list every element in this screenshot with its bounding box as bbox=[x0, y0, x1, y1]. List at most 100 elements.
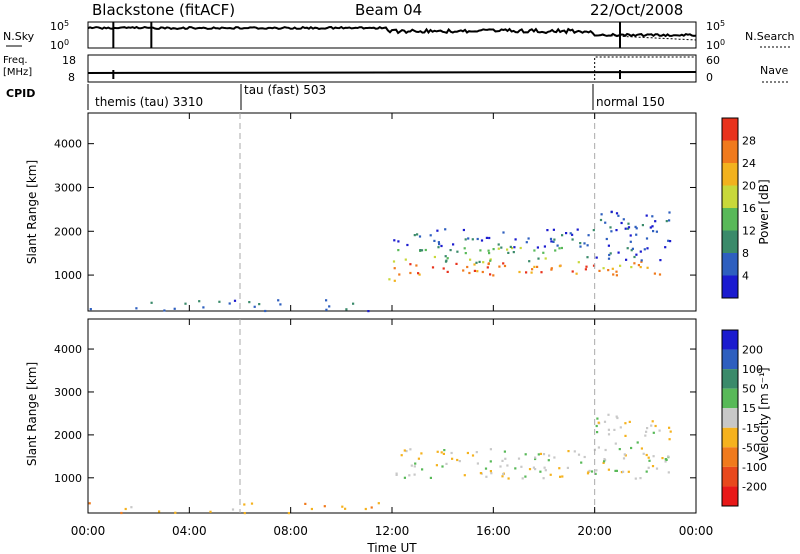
data-cell bbox=[393, 239, 396, 242]
data-cell bbox=[417, 457, 420, 460]
data-cell bbox=[645, 470, 648, 473]
data-cell bbox=[623, 453, 626, 456]
data-cell bbox=[644, 434, 647, 437]
data-cell bbox=[625, 258, 628, 261]
y-tick-label: 4000 bbox=[54, 138, 82, 151]
data-cell bbox=[542, 477, 545, 480]
data-cell bbox=[218, 300, 221, 303]
data-cell bbox=[397, 240, 400, 243]
velocity-colorbar: 200 100 50 15 -15 -50 -100 -200 bbox=[721, 329, 767, 507]
data-cell bbox=[501, 459, 504, 462]
colorbar-tick-label: 15 bbox=[742, 402, 756, 415]
data-cell bbox=[543, 245, 546, 248]
data-cell bbox=[409, 448, 412, 451]
data-cell bbox=[615, 274, 618, 277]
data-cell bbox=[503, 264, 507, 268]
data-cell bbox=[510, 247, 514, 250]
data-cell bbox=[665, 458, 668, 461]
data-cell bbox=[613, 428, 616, 431]
cpid-segment-3: normal 150 bbox=[596, 95, 665, 109]
data-cell bbox=[344, 507, 347, 510]
data-cell bbox=[498, 265, 501, 268]
data-cell bbox=[553, 456, 556, 459]
data-cell bbox=[497, 247, 500, 250]
data-cell bbox=[489, 258, 492, 261]
data-cell bbox=[597, 446, 600, 449]
data-cell bbox=[658, 273, 662, 276]
data-cell bbox=[433, 239, 436, 242]
data-cell bbox=[325, 308, 328, 311]
data-cell bbox=[630, 249, 633, 252]
data-cell bbox=[566, 466, 569, 469]
data-cell bbox=[476, 237, 479, 241]
data-cell bbox=[487, 262, 490, 265]
data-cell bbox=[556, 244, 559, 247]
data-cell bbox=[417, 272, 420, 275]
data-cell bbox=[413, 234, 416, 237]
data-cell bbox=[640, 259, 643, 262]
data-cell bbox=[569, 232, 572, 235]
data-cell bbox=[552, 240, 555, 243]
data-cell bbox=[603, 420, 607, 423]
data-cell bbox=[639, 250, 642, 253]
data-cell bbox=[525, 241, 528, 244]
data-cell bbox=[651, 465, 655, 468]
data-cell bbox=[253, 305, 256, 308]
data-cell bbox=[158, 510, 161, 513]
data-cell bbox=[634, 225, 637, 228]
data-cell bbox=[446, 257, 449, 260]
data-cell bbox=[395, 472, 398, 475]
data-cell bbox=[537, 453, 540, 456]
data-cell bbox=[473, 263, 476, 266]
data-cell bbox=[542, 453, 546, 456]
data-cell bbox=[646, 427, 649, 430]
data-cell bbox=[420, 452, 423, 455]
data-cell bbox=[546, 229, 549, 232]
data-cell bbox=[615, 212, 619, 215]
data-cell bbox=[463, 474, 466, 477]
colorbar-swatch bbox=[722, 208, 738, 231]
data-cell bbox=[499, 465, 502, 468]
data-cell bbox=[413, 465, 416, 468]
colorbar-tick-label: -15 bbox=[742, 422, 760, 435]
data-cell bbox=[209, 510, 212, 513]
x-tick-label: 00:00 bbox=[71, 524, 106, 538]
data-cell bbox=[594, 472, 597, 475]
data-cell bbox=[433, 255, 436, 259]
data-cell bbox=[534, 457, 537, 461]
colorbar-swatch bbox=[722, 275, 738, 298]
data-cell bbox=[184, 302, 187, 305]
data-cell bbox=[471, 454, 475, 457]
data-cell bbox=[502, 231, 505, 234]
freq-tick-high: 18 bbox=[62, 54, 76, 67]
data-cell bbox=[627, 226, 631, 229]
data-cell bbox=[624, 227, 627, 230]
data-cell bbox=[544, 469, 547, 472]
data-cell bbox=[635, 233, 638, 236]
data-cell bbox=[446, 270, 449, 273]
velocity-y-axis: 1000 2000 3000 4000 bbox=[54, 343, 696, 485]
data-cell bbox=[575, 272, 578, 275]
colorbar-tick-label: 8 bbox=[742, 247, 749, 260]
data-cell bbox=[607, 269, 610, 272]
data-cell bbox=[544, 257, 547, 260]
data-cell bbox=[392, 260, 396, 263]
beam-label: Beam 04 bbox=[355, 1, 422, 19]
data-cell bbox=[559, 475, 562, 478]
data-cell bbox=[607, 413, 610, 416]
data-cell bbox=[584, 268, 587, 271]
data-cell bbox=[646, 266, 649, 269]
freq-line bbox=[87, 71, 697, 74]
data-cell bbox=[617, 251, 620, 254]
data-cell bbox=[482, 261, 485, 264]
data-cell bbox=[668, 426, 671, 429]
cpid-row: CPID themis (tau) 3310 tau (fast) 503 no… bbox=[6, 83, 665, 110]
x-tick-label: 12:00 bbox=[375, 524, 410, 538]
data-cell bbox=[202, 306, 205, 309]
nsky-label: N.Sky bbox=[3, 30, 35, 43]
data-cell bbox=[468, 271, 471, 275]
data-cell bbox=[615, 270, 618, 273]
data-cell bbox=[520, 465, 523, 468]
data-cell bbox=[643, 248, 646, 251]
y-tick-label: 2000 bbox=[54, 225, 82, 238]
